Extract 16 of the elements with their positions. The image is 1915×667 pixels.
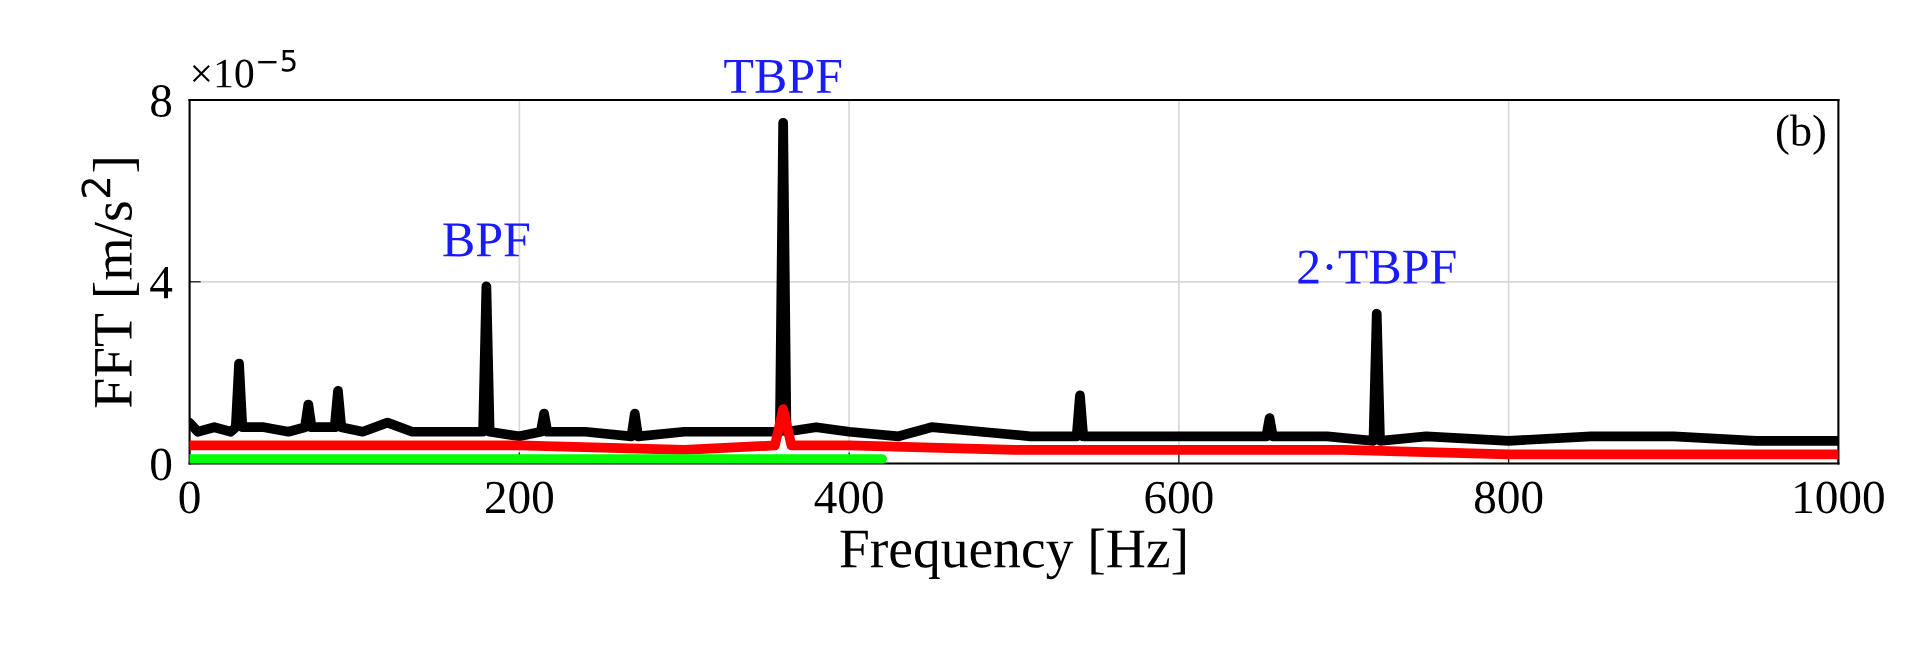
- annotation: TBPF: [724, 59, 842, 93]
- x-tick-label: 800: [1475, 481, 1543, 514]
- y-tick-label: 4: [150, 267, 173, 299]
- x-tick-label: 600: [1145, 481, 1213, 514]
- x-tick-label: 200: [486, 481, 553, 514]
- annotation: BPF: [443, 223, 530, 257]
- annotation: (b): [1776, 114, 1825, 155]
- x-tick-label: 1000: [1795, 481, 1884, 514]
- y-axis-title: FFT [m/s$^{2}$]: [81, 159, 139, 408]
- annotation: 2·TBPF: [1298, 250, 1456, 284]
- x-tick-label: 400: [814, 481, 883, 514]
- x-tick-label: 0: [179, 481, 200, 514]
- y-tick-label: 0: [151, 448, 172, 481]
- text: ×10$^{−5}$: [192, 50, 296, 88]
- y-tick-label: 8: [151, 85, 172, 117]
- x-axis-title: Frequency [Hz]: [840, 528, 1185, 580]
